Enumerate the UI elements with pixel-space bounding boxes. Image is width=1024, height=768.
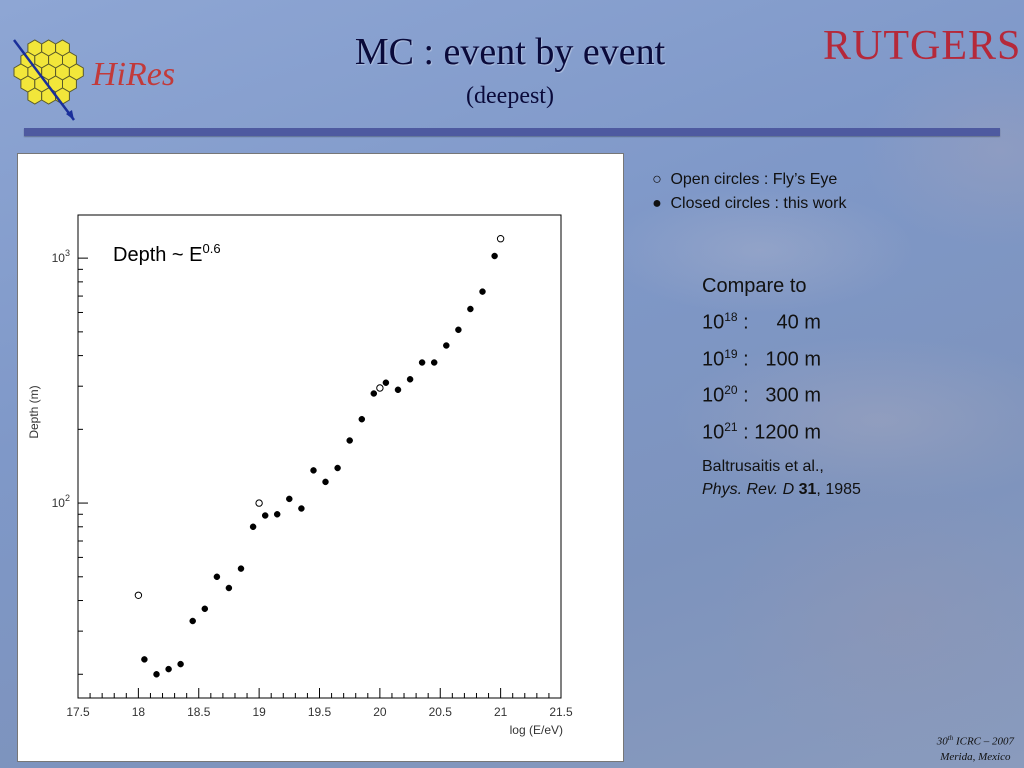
y-axis-label: Depth (m)	[27, 385, 41, 438]
x-tick-label: 17.5	[66, 705, 90, 719]
data-point-closed	[479, 288, 486, 295]
data-point-closed	[358, 415, 366, 423]
legend-item-closed: ● Closed circles : this work	[648, 193, 847, 217]
data-point-open	[376, 384, 384, 392]
data-point-closed	[418, 359, 426, 366]
x-tick-label: 18	[132, 705, 146, 719]
data-point-closed	[273, 511, 281, 518]
compare-block: Compare to 1018 : 40 m 1019 : 100 m 1020…	[702, 271, 821, 449]
chart-annotation: Depth ~ E0.6	[113, 241, 221, 266]
footer-conference: 30th ICRC – 2007	[936, 734, 1014, 748]
compare-row: 1020 : 300 m	[702, 383, 821, 407]
data-point-closed	[213, 573, 221, 581]
open-circle-icon: ○	[652, 171, 662, 188]
data-point-closed	[286, 495, 293, 503]
logo-hexagon	[55, 87, 70, 105]
legend-label-closed: Closed circles : this work	[670, 195, 847, 212]
x-tick-label: 21	[494, 705, 508, 719]
compare-heading: Compare to	[702, 275, 807, 297]
x-tick-label: 18.5	[187, 705, 211, 719]
y-tick-label: 102	[52, 493, 70, 510]
plot-frame	[77, 214, 562, 699]
data-point-closed	[249, 523, 257, 531]
x-tick-label: 20.5	[429, 705, 453, 719]
x-axis-label: log (E/eV)	[510, 723, 563, 737]
data-point-closed	[406, 376, 414, 383]
footer-location: Merida, Mexico	[940, 750, 1011, 763]
data-point-open	[255, 499, 263, 507]
data-point-closed	[467, 305, 474, 313]
page-title: MC : event by event	[354, 31, 666, 73]
data-point-closed	[237, 565, 245, 572]
legend: ○ Open circles : Fly’s Eye ● Closed circ…	[648, 169, 847, 217]
data-point-closed	[261, 512, 269, 519]
x-tick-label: 19.5	[308, 705, 332, 719]
reference-authors: Baltrusaitis et al.,	[702, 458, 824, 475]
data-point-closed	[443, 342, 450, 349]
hires-logo-text: HiRes	[91, 56, 175, 93]
data-point-closed	[334, 464, 341, 472]
data-point-open	[134, 591, 143, 599]
scatter-chart: 17.5 18 18.5 19 19.5 20 20.5 21 21.5 102 103 Depth…	[27, 214, 573, 737]
data-point-closed	[491, 252, 498, 260]
x-tick-label: 19	[252, 705, 266, 719]
data-point-closed	[177, 660, 184, 668]
reference-citation: Phys. Rev. D 31, 1985	[702, 481, 861, 498]
data-point-closed	[322, 478, 329, 486]
logo-hexagon	[27, 87, 43, 105]
closed-circle-icon: ●	[652, 195, 662, 212]
data-point-closed	[370, 390, 378, 397]
data-point-closed	[141, 656, 148, 663]
title-divider	[24, 128, 1000, 136]
data-point-closed	[455, 326, 462, 334]
chart-panel: 17.5 18 18.5 19 19.5 20 20.5 21 21.5 102 103 Depth…	[17, 153, 624, 762]
reference: Baltrusaitis et al., Phys. Rev. D 31, 19…	[702, 455, 861, 501]
data-point-closed	[310, 467, 317, 474]
data-point-closed	[346, 437, 353, 444]
rutgers-logo: RUTGERS	[823, 23, 1022, 69]
data-point-closed	[153, 671, 160, 678]
legend-item-open: ○ Open circles : Fly’s Eye	[648, 169, 847, 193]
compare-row: 1018 : 40 m	[702, 310, 821, 334]
hexagon-icon: HiRes	[13, 39, 175, 121]
compare-row: 1021 : 1200 m	[702, 419, 821, 444]
data-point-closed	[225, 584, 233, 592]
data-point-closed	[382, 379, 390, 386]
data-point-closed	[394, 386, 402, 394]
data-point-closed	[165, 665, 172, 673]
data-point-closed	[298, 505, 305, 512]
data-point-closed	[189, 617, 196, 625]
compare-row: 1019 : 100 m	[702, 346, 821, 371]
x-tick-label: 20	[373, 705, 387, 719]
x-tick-label: 21.5	[549, 705, 573, 719]
page-subtitle: (deepest)	[466, 83, 554, 109]
data-point-closed	[430, 359, 438, 366]
footer: 30th ICRC – 2007 Merida, Mexico	[937, 731, 1014, 765]
data-point-open	[496, 235, 505, 243]
hires-logo: HiRes	[6, 30, 211, 125]
legend-label-open: Open circles : Fly’s Eye	[670, 171, 838, 188]
data-point-closed	[201, 605, 209, 613]
y-tick-label: 103	[52, 248, 70, 265]
logo-hexagon	[41, 87, 57, 105]
